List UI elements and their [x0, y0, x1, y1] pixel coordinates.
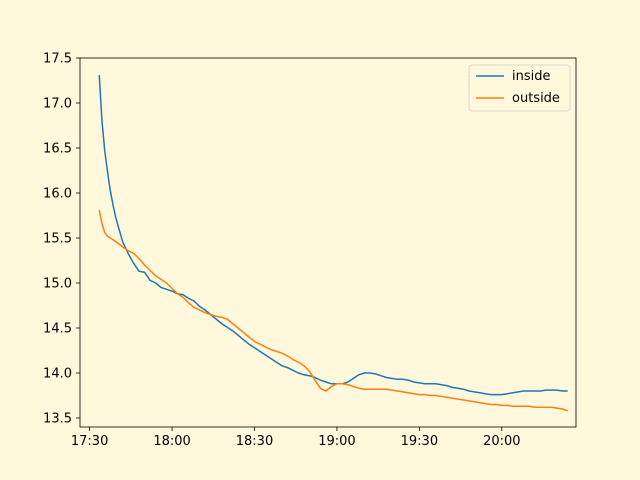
plot-frame — [79, 57, 577, 428]
y-tick-label: 15.5 — [43, 232, 72, 247]
y-tick-label: 17.0 — [43, 97, 72, 112]
y-axis: 13.5 14.0 14.5 15.0 15.5 16.0 16.5 17.0 17.5 — [43, 52, 80, 427]
y-tick-label: 16.5 — [43, 142, 72, 157]
y-tick-label: 16.0 — [43, 187, 72, 202]
x-tick-label: 19:00 — [318, 434, 355, 449]
y-tick-label: 14.5 — [43, 322, 72, 337]
y-tick-label: 17.5 — [43, 52, 72, 67]
plot-area — [80, 58, 576, 427]
x-axis: 17:30 18:00 18:30 19:00 19:30 20:00 — [71, 427, 521, 449]
x-tick-label: 18:00 — [153, 434, 190, 449]
x-tick-label: 19:30 — [401, 434, 438, 449]
y-tick-label: 13.5 — [43, 412, 72, 427]
legend-label-inside: inside — [512, 69, 551, 84]
legend: inside outside — [468, 64, 571, 112]
series-line-inside — [98, 75, 568, 396]
x-tick-label: 18:30 — [236, 434, 273, 449]
x-tick-label: 17:30 — [71, 434, 108, 449]
y-tick-label: 15.0 — [43, 277, 72, 292]
series-line-outside — [98, 209, 568, 412]
legend-label-outside: outside — [512, 91, 560, 106]
y-tick-label: 14.0 — [43, 367, 72, 382]
x-tick-label: 20:00 — [483, 434, 520, 449]
series-layer — [98, 75, 568, 412]
